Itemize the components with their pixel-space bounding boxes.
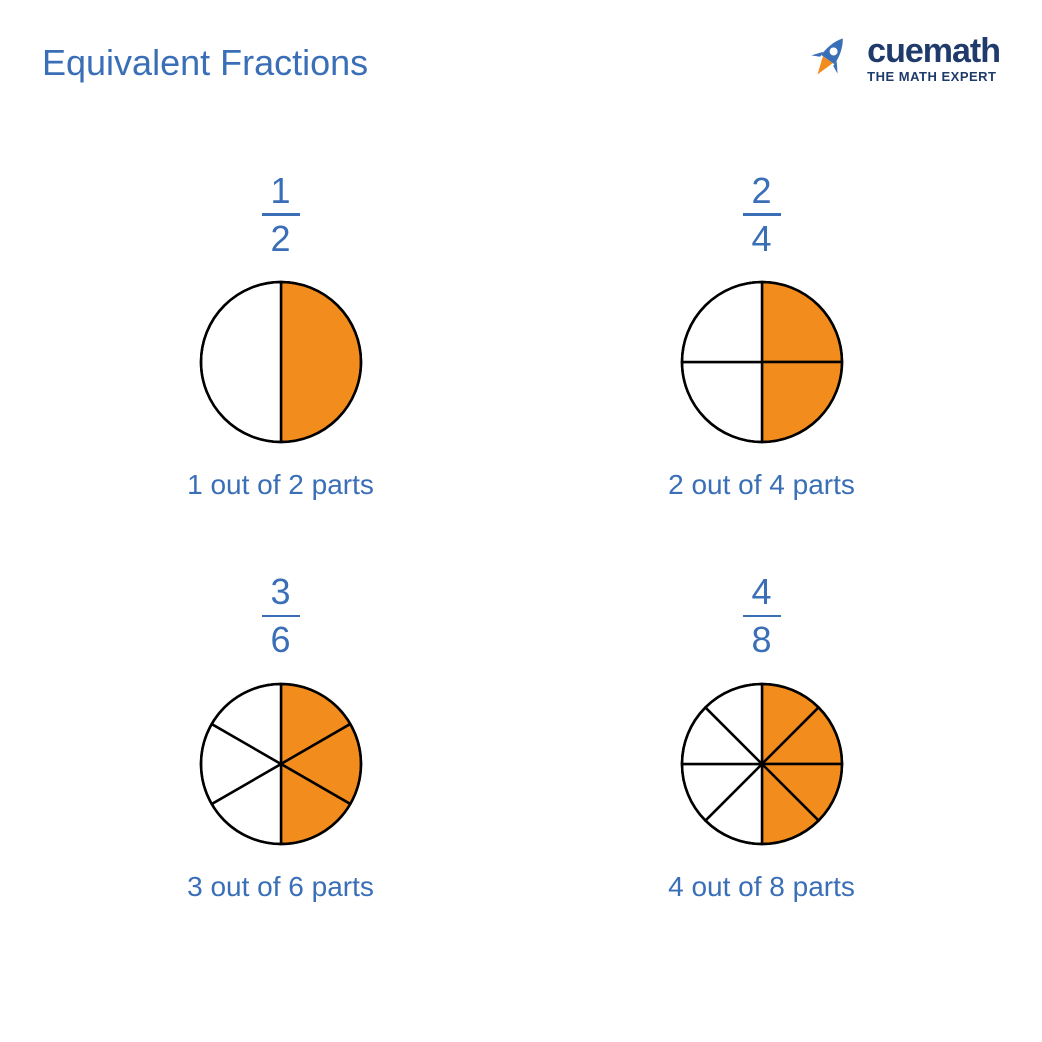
- fraction-label: 12: [262, 170, 300, 259]
- fraction-bar: [743, 213, 781, 216]
- fraction-denominator: 2: [270, 218, 290, 259]
- pie-slice-empty: [201, 282, 281, 442]
- fraction-cell: 363 out of 6 parts: [60, 571, 501, 902]
- fraction-caption: 1 out of 2 parts: [187, 469, 374, 501]
- fraction-numerator: 4: [751, 571, 771, 612]
- fraction-cell: 242 out of 4 parts: [541, 170, 982, 501]
- rocket-icon: [801, 30, 857, 86]
- pie-chart: [677, 277, 847, 447]
- fractions-grid: 121 out of 2 parts 242 out of 4 parts 36…: [60, 170, 982, 903]
- fraction-denominator: 8: [751, 619, 771, 660]
- fraction-label: 36: [262, 571, 300, 660]
- fraction-caption: 2 out of 4 parts: [668, 469, 855, 501]
- fraction-bar: [262, 213, 300, 216]
- pie-chart: [196, 277, 366, 447]
- fraction-numerator: 2: [751, 170, 771, 211]
- fraction-cell: 121 out of 2 parts: [60, 170, 501, 501]
- fraction-numerator: 1: [270, 170, 290, 211]
- brand-logo: cuemath THE MATH EXPERT: [801, 30, 1000, 86]
- pie-chart: [677, 679, 847, 849]
- brand-tagline: THE MATH EXPERT: [867, 70, 1000, 83]
- fraction-bar: [743, 615, 781, 618]
- fraction-bar: [262, 615, 300, 618]
- fraction-numerator: 3: [270, 571, 290, 612]
- pie-slice-filled: [281, 282, 361, 442]
- pie-chart: [196, 679, 366, 849]
- fraction-caption: 4 out of 8 parts: [668, 871, 855, 903]
- brand-name: cuemath: [867, 34, 1000, 68]
- fraction-cell: 484 out of 8 parts: [541, 571, 982, 902]
- fraction-label: 24: [743, 170, 781, 259]
- fraction-denominator: 6: [270, 619, 290, 660]
- fraction-caption: 3 out of 6 parts: [187, 871, 374, 903]
- fraction-denominator: 4: [751, 218, 771, 259]
- fraction-label: 48: [743, 571, 781, 660]
- page-title: Equivalent Fractions: [42, 42, 368, 84]
- brand-text: cuemath THE MATH EXPERT: [867, 34, 1000, 83]
